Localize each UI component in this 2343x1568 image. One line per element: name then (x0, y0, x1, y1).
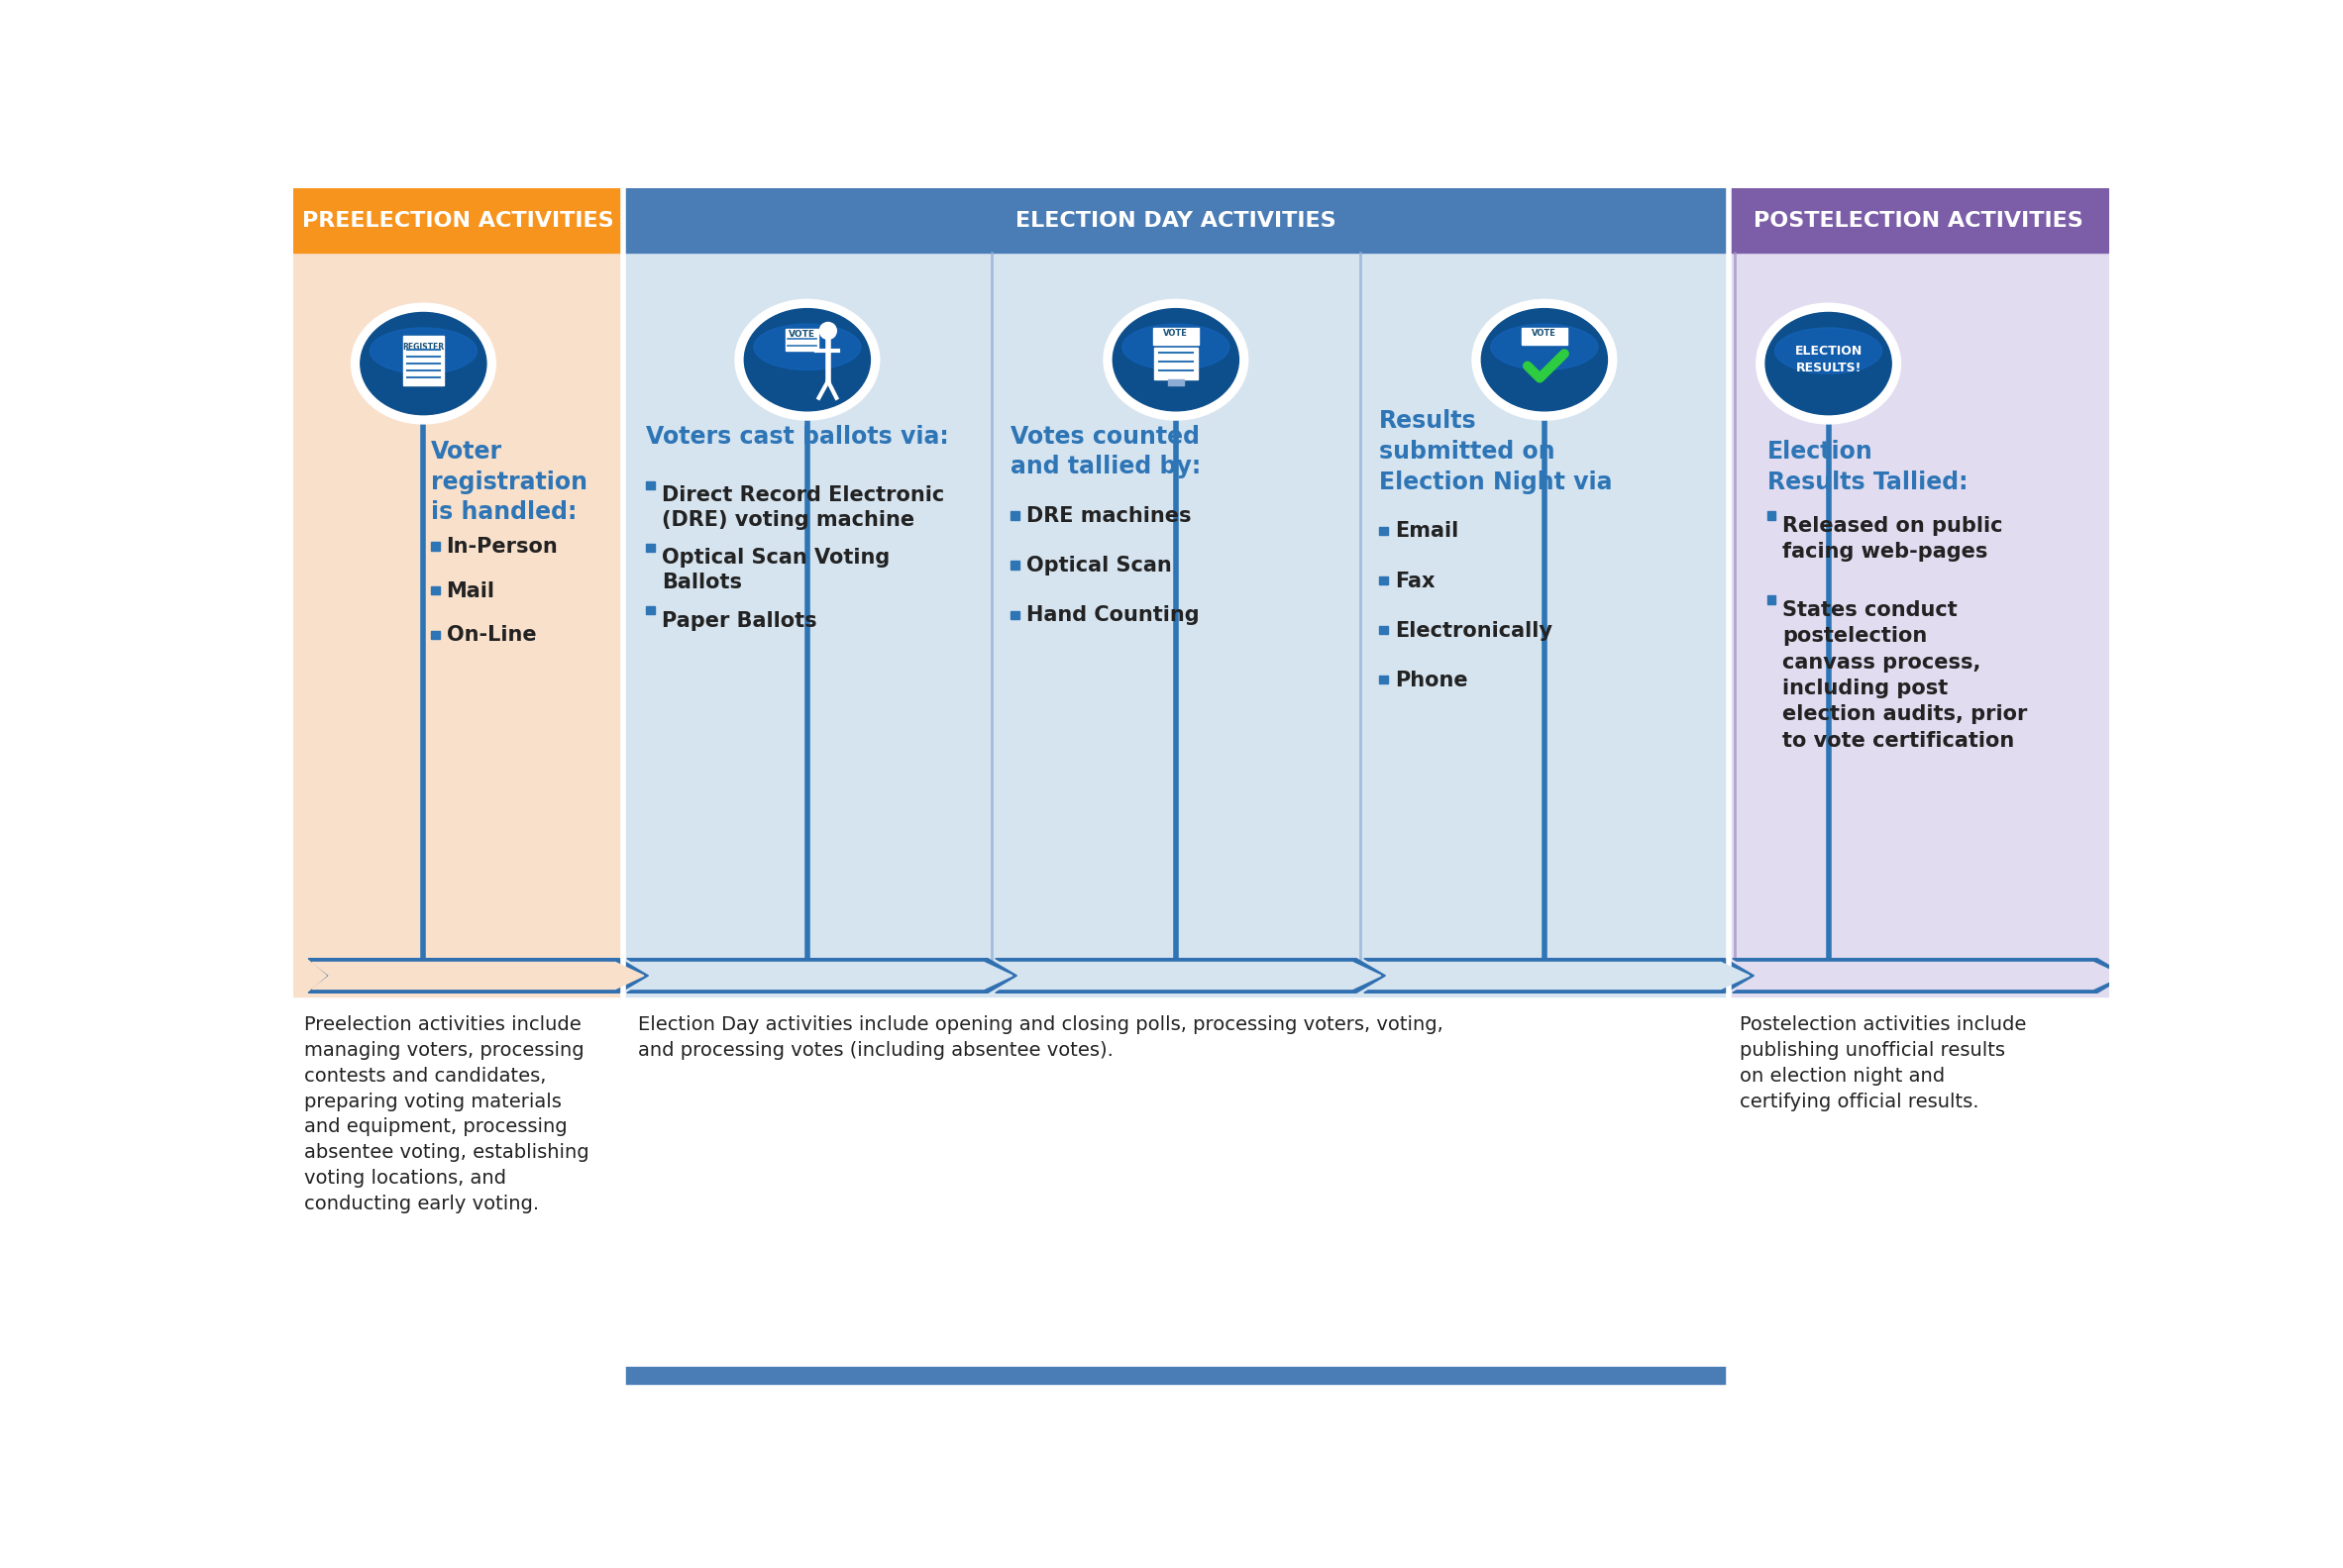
Bar (647, 607, 654, 615)
Ellipse shape (1113, 309, 1239, 411)
Bar (1380, 527, 1387, 535)
Text: Results
submitted on
Election Night via: Results submitted on Election Night via (1380, 409, 1612, 494)
Text: Released on public
facing web-pages: Released on public facing web-pages (1783, 516, 2003, 561)
Bar (623, 252, 1729, 966)
Text: DRE machines: DRE machines (1026, 506, 1190, 525)
Text: Election Day activities include opening and closing polls, processing voters, vo: Election Day activities include opening … (637, 1016, 1443, 1060)
Ellipse shape (370, 328, 478, 373)
Text: States conduct
postelection
canvass process,
including post
election audits, pri: States conduct postelection canvass proc… (1783, 601, 2027, 751)
Text: Phone: Phone (1394, 670, 1467, 690)
Bar (1380, 676, 1387, 684)
Bar (1169, 379, 1183, 386)
Text: Hand Counting: Hand Counting (1026, 605, 1200, 626)
Bar (1521, 328, 1567, 345)
Text: Postelection activities include
publishing unofficial results
on election night : Postelection activities include publishi… (1741, 1016, 2027, 1112)
Bar (1155, 348, 1197, 379)
Text: VOTE: VOTE (1532, 329, 1556, 339)
Ellipse shape (1122, 325, 1230, 370)
Text: Optical Scan Voting
Ballots: Optical Scan Voting Ballots (661, 549, 890, 593)
Text: Votes counted
and tallied by:: Votes counted and tallied by: (1010, 425, 1202, 478)
Ellipse shape (1471, 299, 1617, 420)
Polygon shape (628, 958, 1017, 993)
Text: In-Person: In-Person (448, 536, 558, 557)
Circle shape (820, 323, 836, 339)
Text: Mail: Mail (448, 582, 494, 601)
Bar (1767, 596, 1776, 604)
Text: REGISTER: REGISTER (403, 343, 445, 351)
Text: Paper Ballots: Paper Ballots (661, 610, 818, 630)
Text: Optical Scan: Optical Scan (1026, 555, 1172, 575)
Bar (1729, 966, 2109, 997)
Ellipse shape (1490, 325, 1598, 370)
Text: Email: Email (1394, 522, 1457, 541)
Ellipse shape (1104, 299, 1249, 420)
Text: ELECTION
RESULTS!: ELECTION RESULTS! (1795, 345, 1863, 375)
Ellipse shape (1776, 328, 1881, 373)
Text: Voter
registration
is handled:: Voter registration is handled: (431, 441, 588, 524)
Bar (1729, 252, 2109, 966)
Bar (1010, 610, 1019, 619)
Bar (403, 336, 443, 384)
Bar (293, 188, 623, 252)
Bar (1010, 511, 1019, 521)
Text: PREELECTION ACTIVITIES: PREELECTION ACTIVITIES (302, 210, 614, 230)
Bar (1767, 511, 1776, 521)
Text: VOTE: VOTE (790, 329, 815, 339)
Polygon shape (312, 963, 644, 989)
Bar (431, 630, 440, 638)
Polygon shape (630, 963, 1012, 989)
Bar (431, 543, 440, 550)
Ellipse shape (745, 309, 869, 411)
Bar (647, 481, 654, 489)
Bar (1729, 188, 2109, 252)
Polygon shape (309, 958, 649, 993)
Bar (623, 188, 1729, 252)
Bar (785, 329, 818, 351)
Ellipse shape (1757, 303, 1900, 423)
Ellipse shape (361, 312, 487, 414)
Ellipse shape (736, 299, 879, 420)
Polygon shape (1364, 958, 1755, 993)
Bar (1010, 561, 1019, 569)
Ellipse shape (1767, 312, 1891, 414)
Bar (293, 966, 623, 997)
Bar (1153, 328, 1200, 345)
Bar (293, 252, 623, 966)
Ellipse shape (351, 303, 497, 423)
Bar (1380, 626, 1387, 635)
Polygon shape (1736, 963, 2123, 989)
Polygon shape (1368, 963, 1750, 989)
Bar (623, 966, 1729, 997)
Text: Direct Record Electronic
(DRE) voting machine: Direct Record Electronic (DRE) voting ma… (661, 486, 944, 530)
Text: ELECTION DAY ACTIVITIES: ELECTION DAY ACTIVITIES (1015, 210, 1336, 230)
Text: Voters cast ballots via:: Voters cast ballots via: (647, 425, 949, 448)
Bar (1380, 577, 1387, 585)
Text: Election
Results Tallied:: Election Results Tallied: (1767, 441, 1968, 494)
Text: Electronically: Electronically (1394, 621, 1551, 640)
Text: POSTELECTION ACTIVITIES: POSTELECTION ACTIVITIES (1755, 210, 2083, 230)
Text: On-Line: On-Line (448, 626, 537, 644)
Text: VOTE: VOTE (1164, 329, 1188, 339)
Text: Preelection activities include
managing voters, processing
contests and candidat: Preelection activities include managing … (305, 1016, 590, 1214)
Polygon shape (1731, 958, 2127, 993)
Polygon shape (998, 963, 1380, 989)
Bar (431, 586, 440, 594)
Bar (623, 1367, 1729, 1383)
Ellipse shape (1481, 309, 1607, 411)
Text: Fax: Fax (1394, 571, 1434, 591)
Bar (647, 544, 654, 552)
Polygon shape (996, 958, 1385, 993)
Ellipse shape (754, 325, 860, 370)
